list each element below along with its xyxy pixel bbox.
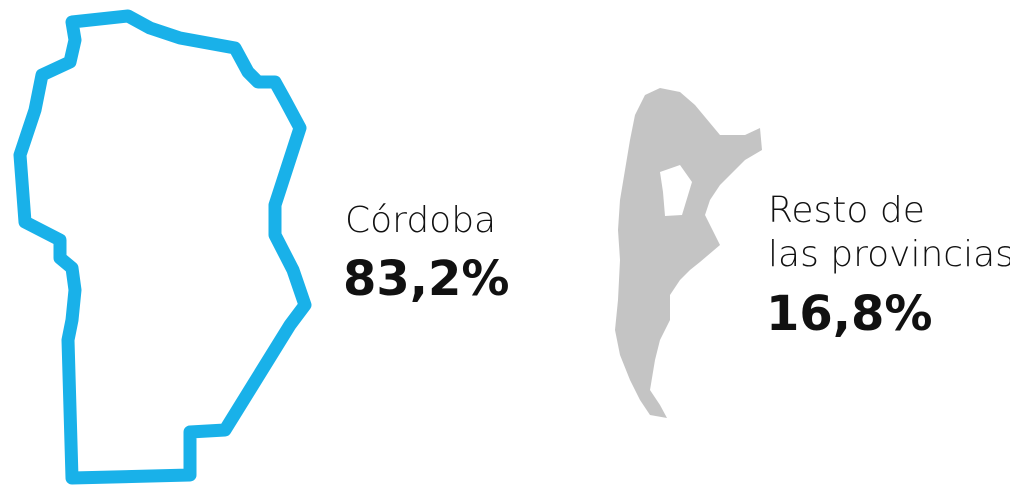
region-label: Córdoba [345, 200, 496, 241]
argentina-map [615, 88, 762, 418]
region-label: las provincias [768, 234, 1010, 275]
region-label: Resto de [768, 190, 925, 231]
region-share: 16,8% [766, 286, 933, 342]
cordoba-map [13, 9, 312, 485]
region-share: 83,2% [343, 251, 510, 307]
